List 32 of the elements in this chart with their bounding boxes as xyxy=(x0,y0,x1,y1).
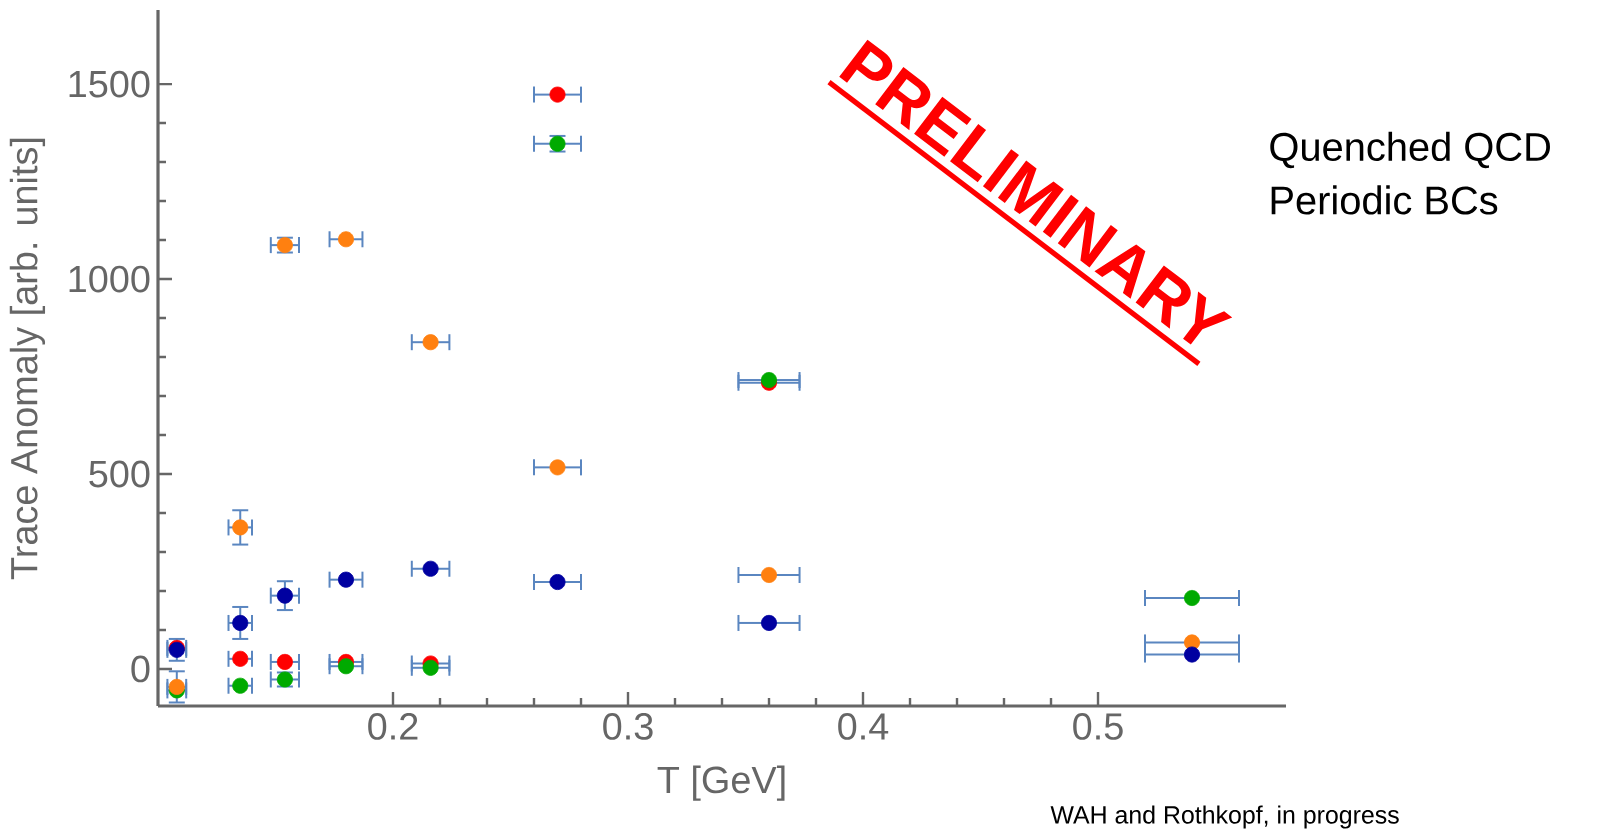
point xyxy=(1184,589,1201,606)
y-axis-title: Trace Anomaly [arb. units] xyxy=(9,138,46,580)
point xyxy=(338,571,354,588)
point xyxy=(549,574,566,591)
annotation: Quenched QCD xyxy=(1270,131,1550,169)
text: WAH and Rothkopf, in progress xyxy=(1050,805,1399,829)
y-tick-label: 1000 xyxy=(69,265,150,293)
point xyxy=(549,86,566,103)
point xyxy=(232,677,249,694)
point xyxy=(761,614,777,631)
annotation: Periodic BCs xyxy=(1271,185,1498,215)
point xyxy=(422,334,439,351)
x-tick-label: 0.3 xyxy=(603,713,653,740)
point xyxy=(1184,646,1201,663)
point xyxy=(276,587,293,604)
point xyxy=(276,653,293,670)
point xyxy=(761,566,777,583)
point xyxy=(232,519,249,536)
x-tick-label: 0.2 xyxy=(368,713,418,740)
point xyxy=(422,560,439,577)
x-tick-label: 0.4 xyxy=(838,713,889,740)
x-tick-label: 0.5 xyxy=(1073,713,1123,740)
y-tick-label: 0 xyxy=(131,655,150,683)
point xyxy=(338,231,354,248)
point xyxy=(232,614,249,631)
point xyxy=(232,650,249,667)
point xyxy=(338,658,354,675)
x-axis-title: T [GeV] xyxy=(657,765,785,801)
y-tick-label: 1500 xyxy=(69,70,150,98)
point xyxy=(549,459,566,476)
point xyxy=(422,659,439,676)
y-tick-label: 500 xyxy=(89,460,150,488)
